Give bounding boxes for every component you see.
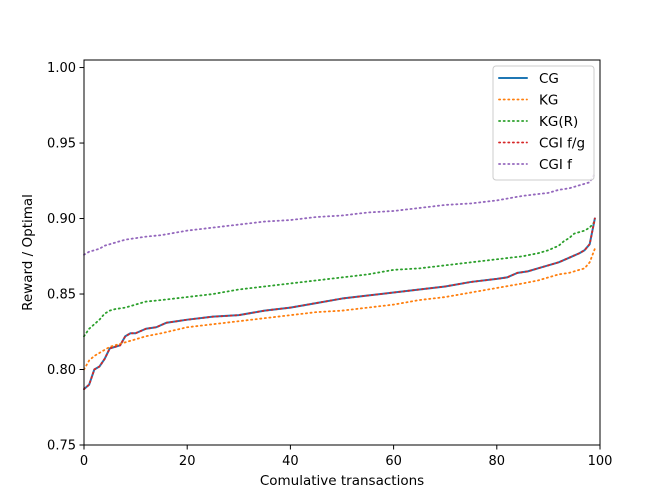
x-axis-label: Comulative transactions: [260, 473, 424, 489]
plot-frame: [83, 59, 601, 446]
y-tick-label: 0.80: [47, 363, 76, 378]
series-layer: [83, 172, 596, 391]
legend-box: [492, 65, 595, 181]
series-line-4: [83, 217, 596, 391]
x-tick-label: 60: [385, 454, 402, 469]
x-tick-label: 20: [179, 454, 196, 469]
y-tick-label: 0.75: [47, 439, 76, 454]
series-line-5: [83, 172, 596, 256]
x-tick-label: 100: [588, 454, 613, 469]
y-tick-label: 0.85: [47, 288, 76, 303]
x-tick-label: 0: [80, 454, 88, 469]
series-line-3: [83, 220, 596, 338]
axes-layer: 0 20 40 60 80 100 0.75 0.80 0.85 0.90 0.95 1.00: [47, 59, 613, 469]
legend-label-4: CGI f/g: [539, 136, 585, 152]
series-line-2: [83, 247, 596, 371]
legend: CG KG KG(R) CGI f/g CGI f: [492, 65, 595, 181]
legend-label-1: CG: [539, 71, 559, 87]
y-axis-label: Reward / Optimal: [20, 194, 36, 311]
x-tick-label: 40: [282, 454, 299, 469]
legend-label-3: KG(R): [539, 114, 578, 130]
y-tick-label: 0.95: [47, 137, 76, 152]
legend-label-5: CGI f: [539, 157, 573, 173]
y-tick-label: 1.00: [47, 61, 76, 76]
x-tick-label: 80: [489, 454, 506, 469]
legend-label-2: KG: [539, 93, 558, 109]
y-tick-label: 0.90: [47, 212, 76, 227]
